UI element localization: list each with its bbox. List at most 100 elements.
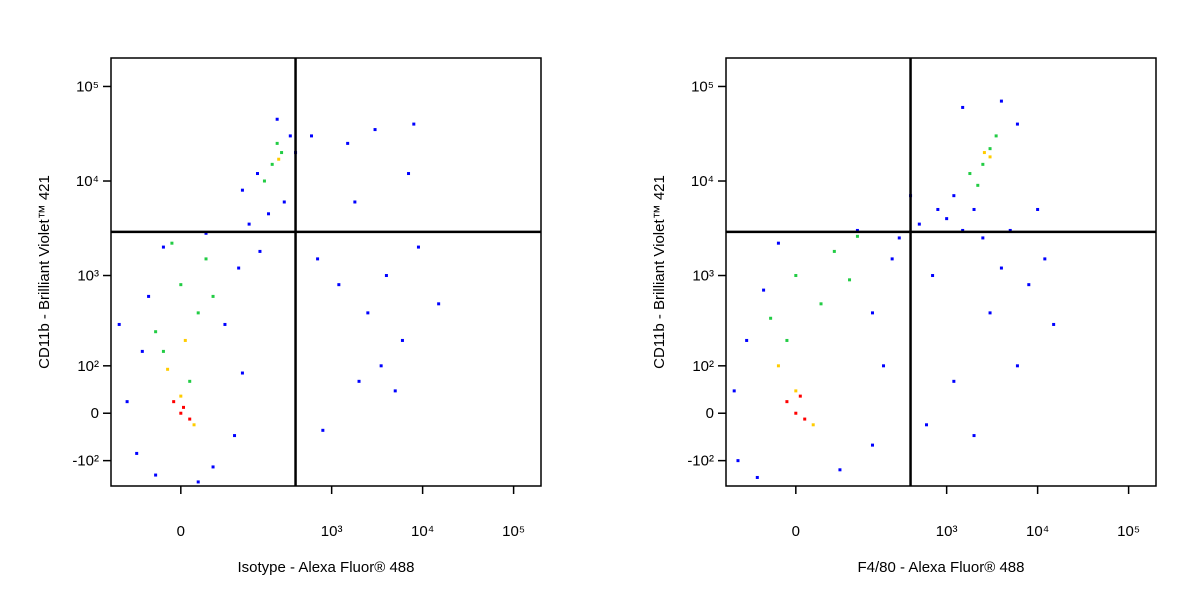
- event-dot: [769, 316, 773, 320]
- event-dot: [179, 394, 183, 398]
- event-dot: [794, 274, 798, 278]
- event-dot: [994, 134, 998, 138]
- event-dot: [999, 266, 1003, 270]
- x-axis-title: Isotype - Alexa Fluor® 488: [238, 559, 415, 576]
- event-dot: [161, 349, 165, 353]
- event-dot: [972, 207, 976, 211]
- event-dot: [154, 473, 158, 477]
- event-dot: [188, 417, 192, 421]
- x-tick-label: 0: [792, 523, 800, 540]
- event-dot: [223, 322, 227, 326]
- event-dot: [384, 274, 388, 278]
- x-tick-label: 10³: [321, 523, 343, 540]
- event-dot: [258, 249, 262, 253]
- event-dot: [794, 411, 798, 415]
- y-tick-label: 10⁵: [691, 78, 714, 95]
- event-dot: [316, 257, 320, 261]
- event-dot: [192, 423, 196, 427]
- event-dot: [140, 349, 144, 353]
- event-dot: [1008, 228, 1012, 232]
- event-dot: [255, 172, 259, 176]
- event-dot: [999, 99, 1003, 103]
- event-dot: [755, 475, 759, 479]
- event-dot: [267, 212, 271, 216]
- event-dot: [262, 179, 266, 183]
- y-tick-label: 10²: [692, 358, 714, 375]
- event-dot: [277, 157, 281, 161]
- event-dot: [437, 302, 441, 306]
- event-dot: [412, 122, 416, 126]
- x-tick-label: 10⁵: [1117, 523, 1140, 540]
- plot-frame: [725, 57, 1157, 487]
- y-tick-label: 10⁴: [691, 173, 714, 190]
- event-dot: [240, 371, 244, 375]
- event-dot: [188, 379, 192, 383]
- event-dot: [1036, 207, 1040, 211]
- event-dot: [1015, 122, 1019, 126]
- event-dot: [870, 311, 874, 315]
- event-dot: [981, 162, 985, 166]
- event-dot: [794, 389, 798, 393]
- event-dot: [373, 128, 377, 132]
- event-dot: [179, 411, 183, 415]
- event-dot: [897, 236, 901, 240]
- y-tick-label: -10²: [72, 453, 99, 470]
- event-dot: [275, 141, 279, 145]
- event-dot: [1052, 322, 1056, 326]
- event-dot: [233, 434, 237, 438]
- event-dot: [179, 283, 183, 287]
- x-axis-title: F4/80 - Alexa Fluor® 488: [858, 559, 1025, 576]
- event-dot: [785, 400, 789, 404]
- event-dot: [961, 105, 965, 109]
- event-dot: [270, 162, 274, 166]
- event-dot: [811, 423, 815, 427]
- event-dot: [882, 364, 886, 368]
- event-dot: [353, 200, 357, 204]
- event-dot: [282, 200, 286, 204]
- event-dot: [832, 249, 836, 253]
- event-dot: [170, 241, 174, 245]
- x-tick-label: 0: [177, 523, 185, 540]
- y-tick-label: 10⁴: [76, 173, 99, 190]
- event-dot: [400, 338, 404, 342]
- event-dot: [785, 338, 789, 342]
- event-dot: [762, 288, 766, 292]
- event-dot: [776, 364, 780, 368]
- event-dot: [855, 228, 859, 232]
- event-dot: [211, 465, 215, 469]
- x-tick-label: 10⁵: [502, 523, 525, 540]
- event-dot: [147, 294, 151, 298]
- event-dot: [166, 367, 170, 371]
- y-tick-label: 10³: [77, 268, 99, 285]
- event-dot: [183, 338, 187, 342]
- event-dot: [732, 389, 736, 393]
- event-dot: [988, 311, 992, 315]
- y-tick-label: 10²: [77, 358, 99, 375]
- event-dot: [337, 283, 341, 287]
- event-dot: [321, 428, 325, 432]
- event-dot: [838, 468, 842, 472]
- event-dot: [366, 311, 370, 315]
- event-dot: [982, 151, 986, 155]
- event-dot: [416, 245, 420, 249]
- y-tick-label: -10²: [687, 453, 714, 470]
- y-axis-title: CD11b - Brilliant Violet™ 421: [36, 175, 53, 369]
- event-dot: [379, 364, 383, 368]
- event-dot: [776, 241, 780, 245]
- event-dot: [968, 172, 972, 176]
- event-dot: [819, 302, 823, 306]
- event-dot: [870, 443, 874, 447]
- event-dot: [981, 236, 985, 240]
- event-dot: [890, 257, 894, 261]
- event-dot: [346, 141, 350, 145]
- event-dot: [855, 234, 859, 238]
- event-dot: [135, 451, 139, 455]
- event-dot: [945, 217, 949, 221]
- event-dot: [936, 207, 940, 211]
- event-dot: [931, 274, 935, 278]
- event-dot: [237, 266, 241, 270]
- event-dot: [204, 231, 208, 235]
- event-dot: [211, 294, 215, 298]
- event-dot: [925, 423, 929, 427]
